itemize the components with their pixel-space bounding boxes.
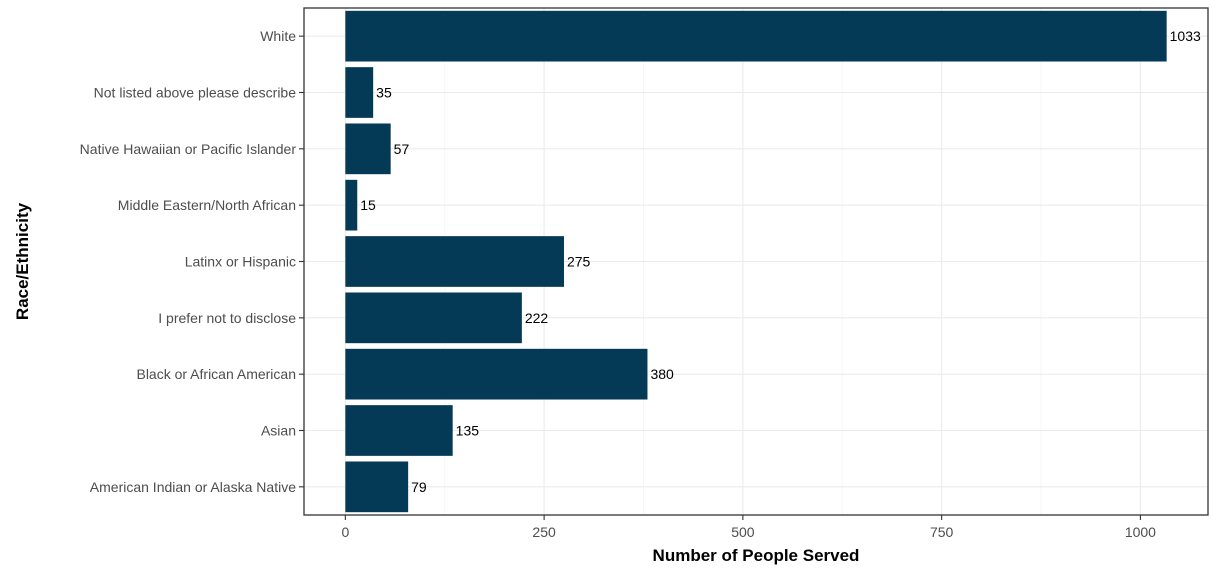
x-axis-ticks: 0 250 500 750 1000 (341, 515, 1156, 540)
x-tick-label: 250 (532, 524, 556, 540)
bar (345, 123, 391, 175)
y-tick-label: Not listed above please describe (94, 85, 297, 101)
data-label: 35 (376, 85, 392, 101)
y-tick-label: I prefer not to disclose (158, 310, 296, 326)
x-axis-title: Number of People Served (653, 546, 860, 565)
y-tick-label: Asian (261, 423, 296, 439)
data-label: 79 (411, 479, 427, 495)
data-label: 15 (360, 197, 376, 213)
data-label: 222 (525, 310, 549, 326)
x-tick-label: 750 (930, 524, 954, 540)
x-tick-label: 0 (341, 524, 349, 540)
y-tick-label: Latinx or Hispanic (185, 254, 296, 270)
bar (345, 236, 564, 287)
y-tick-label: American Indian or Alaska Native (90, 479, 296, 495)
y-tick-label: White (260, 28, 296, 44)
data-label: 1033 (1170, 28, 1201, 44)
bar (345, 348, 648, 400)
data-label: 57 (394, 141, 410, 157)
data-label: 380 (650, 366, 674, 382)
data-label: 135 (456, 423, 480, 439)
grid-lines (304, 8, 1208, 515)
y-axis-ticks: White Not listed above please describe Nat… (80, 28, 304, 495)
bar (345, 292, 522, 344)
bars (345, 10, 1167, 513)
data-labels: 1033 35 57 15 275 222 380 135 79 (360, 28, 1201, 495)
bar (345, 10, 1167, 62)
y-tick-label: Native Hawaiian or Pacific Islander (80, 141, 297, 157)
x-tick-label: 500 (731, 524, 755, 540)
y-tick-label: Black or African American (136, 366, 296, 382)
y-axis-title: Race/Ethnicity (13, 202, 32, 320)
bar (345, 67, 374, 118)
bar (345, 405, 453, 456)
bar (345, 179, 358, 231)
data-label: 275 (567, 254, 591, 270)
y-tick-label: Middle Eastern/North African (118, 197, 296, 213)
x-tick-label: 1000 (1125, 524, 1156, 540)
bar (345, 461, 409, 513)
